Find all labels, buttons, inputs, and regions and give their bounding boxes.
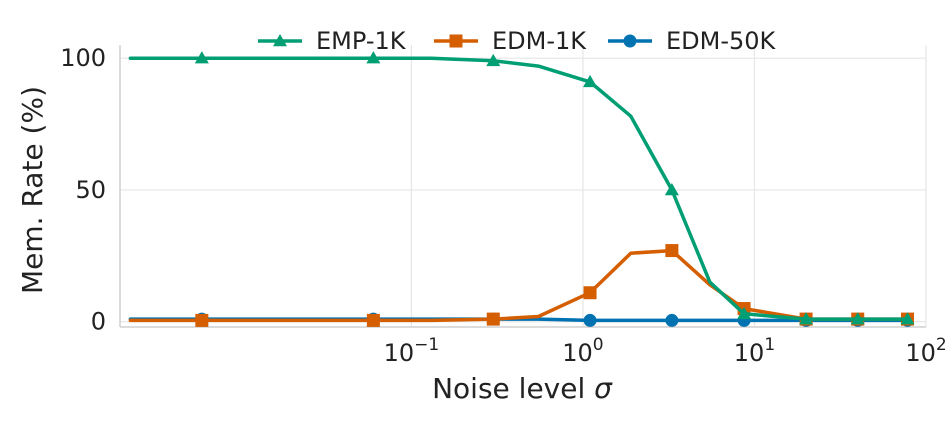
- x-tick-label-3: 102: [905, 335, 946, 367]
- series-edm-1k: [128, 244, 914, 327]
- data-point-emp-1k-6: [486, 53, 501, 67]
- data-point-edm-50k-8: [583, 313, 597, 327]
- x-tick-base-1: 10: [562, 339, 593, 367]
- legend: EMP-1K EDM-1K EDM-50K: [258, 27, 777, 55]
- legend-entry-emp-1k: EMP-1K: [258, 27, 407, 55]
- legend-label-edm-1k: EDM-1K: [492, 27, 587, 55]
- data-point-edm-1k-8: [583, 286, 597, 300]
- grid-lines: [120, 45, 927, 327]
- legend-entry-edm-50k: EDM-50K: [608, 27, 777, 55]
- legend-marker-edm-50k: [623, 34, 637, 48]
- legend-marker-emp-1k: [273, 34, 287, 47]
- legend-entry-edm-1k: EDM-1K: [434, 27, 587, 55]
- y-tick-label-2: 100: [60, 44, 106, 72]
- x-tick-label-0: 10−1: [384, 335, 440, 367]
- data-point-edm-50k-10: [665, 313, 679, 327]
- data-point-edm-1k-6: [486, 312, 500, 326]
- data-point-emp-1k-14: [850, 312, 865, 325]
- x-axis-label-sigma: σ: [594, 372, 613, 405]
- data-point-edm-1k-1: [195, 313, 209, 327]
- x-tick-exponent-2: 1: [764, 335, 775, 355]
- x-tick-label-1: 100: [562, 335, 603, 367]
- data-point-emp-1k-1: [194, 51, 209, 64]
- x-tick-exponent-3: 2: [936, 335, 946, 355]
- x-tick-base-3: 10: [905, 339, 936, 367]
- legend-marker-edm-1k: [449, 34, 463, 48]
- series-lines: [128, 51, 915, 327]
- legend-label-emp-1k: EMP-1K: [316, 27, 407, 55]
- y-tick-label-1: 50: [75, 176, 106, 204]
- axes: [119, 45, 926, 328]
- data-point-emp-1k-12: [737, 306, 752, 320]
- x-tick-exponent-1: 0: [593, 335, 604, 355]
- x-axis-label-text: Noise level: [432, 372, 594, 405]
- data-point-edm-1k-4: [366, 313, 380, 327]
- series-emp-1k: [128, 51, 915, 325]
- data-point-emp-1k-15: [900, 312, 915, 325]
- x-tick-exponent-0: −1: [414, 335, 439, 355]
- legend-label-edm-50k: EDM-50K: [666, 27, 777, 55]
- data-point-emp-1k-10: [664, 182, 679, 196]
- y-tick-label-0: 0: [91, 308, 106, 336]
- data-point-emp-1k-8: [583, 74, 598, 88]
- series-line-edm-1k: [128, 248, 910, 323]
- series-line-emp-1k: [128, 56, 910, 321]
- x-tick-base-0: 10: [384, 339, 415, 367]
- y-axis-label: Mem. Rate (%): [16, 86, 49, 294]
- x-axis-label: Noise level σ: [432, 372, 613, 405]
- x-tick-label-2: 101: [734, 335, 775, 367]
- data-point-emp-1k-4: [366, 51, 381, 64]
- x-tick-base-2: 10: [734, 339, 765, 367]
- data-point-edm-1k-10: [665, 244, 679, 258]
- data-point-emp-1k-13: [799, 312, 814, 325]
